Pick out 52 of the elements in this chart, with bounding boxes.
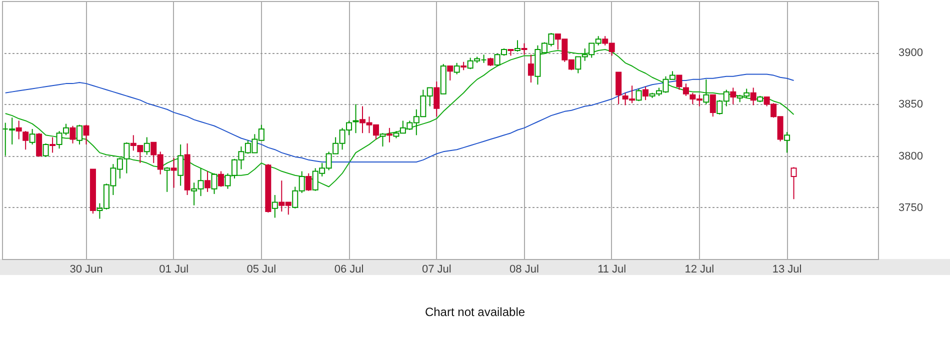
candlestick [710,94,716,118]
candlestick [211,172,218,194]
candlestick [42,142,49,158]
candlestick [730,87,736,105]
candlestick [178,144,184,186]
candlestick [352,104,359,134]
x-tick-label: 07 Jul [422,264,452,276]
candlestick [790,166,797,200]
candlestick [170,157,177,188]
candlestick [750,87,756,106]
candlestick [386,127,392,143]
candlestick [784,132,790,154]
x-tick-label: 08 Jul [510,264,539,276]
candlestick [514,40,520,52]
candlestick [682,83,689,96]
candlestick [636,88,642,102]
x-tick-label: 11 Jul [598,264,626,276]
candlestick [380,132,386,148]
candlestick [434,80,440,118]
y-tick-label: 3750 [898,202,923,214]
candlestick [454,62,460,75]
x-tick-label: 01 Jul [159,264,189,276]
candlestick [272,194,278,218]
candlestick [218,170,224,188]
candlestick [447,66,454,81]
candlestick [616,72,622,105]
y-tick-label: 3850 [898,98,923,111]
candlestick [76,124,82,145]
x-tick-label: 12 Jul [684,264,714,276]
y-tick-label: 3800 [898,150,923,162]
candlestick [306,172,312,192]
candlestick [642,86,649,101]
candlestick [83,124,90,145]
text: Chart not available [424,305,526,319]
y-tick-label: 3900 [898,47,923,60]
candlestick [164,166,170,192]
candlestick [528,54,534,84]
candlestick [521,42,528,56]
candlestick [204,170,211,192]
candlestick [29,128,36,145]
candlestick [22,130,29,150]
x-tick-label: 06 Jul [334,264,364,276]
candlestick [144,136,150,156]
candlestick [50,136,56,154]
x-tick-label: 30 Jun [70,264,103,276]
candlestick [703,78,710,105]
candlestick [70,125,76,144]
x-tick-label: 13 Jul [772,264,802,276]
candlestick [16,120,22,140]
candlestick [36,132,42,158]
candlestick [676,74,682,90]
x-tick-label: 05 Jul [246,264,276,276]
